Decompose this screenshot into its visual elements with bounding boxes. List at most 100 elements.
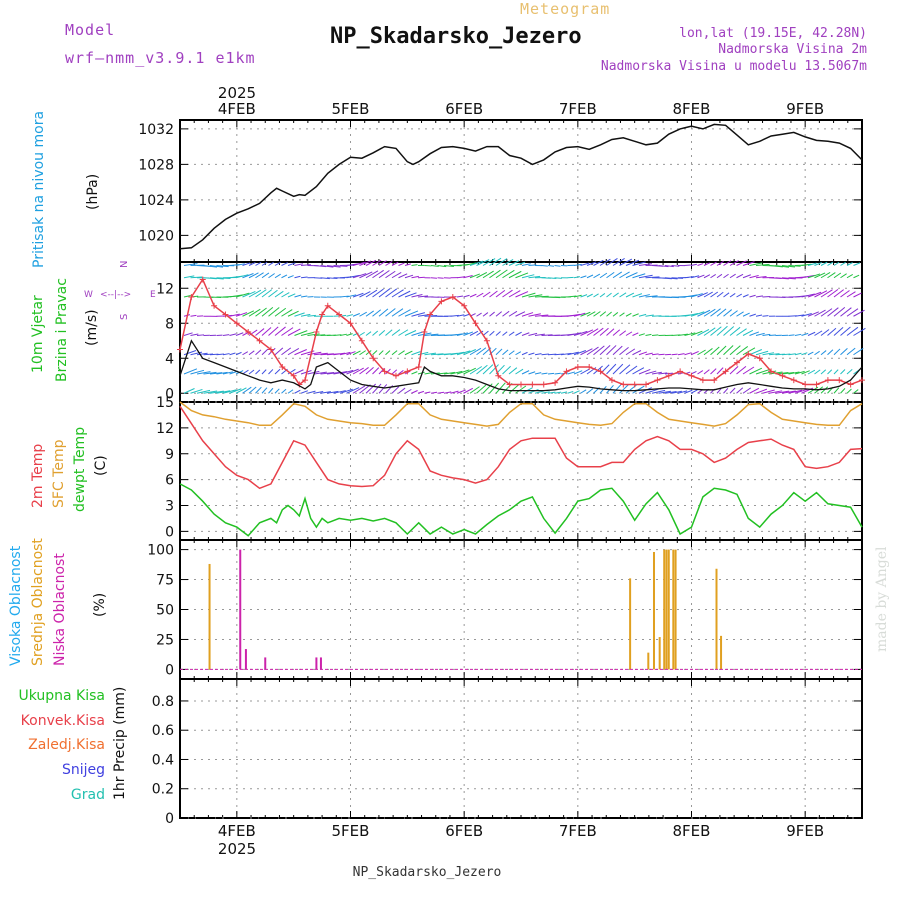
wind-arrow: [281, 309, 293, 317]
top-date-6feb: 6FEB: [445, 100, 483, 118]
wind-arrow: [814, 369, 821, 375]
wind-arrow: [606, 292, 612, 298]
wind-arrow: [424, 315, 438, 317]
wind-arrow: [515, 368, 524, 375]
wind-arrow: [840, 307, 852, 317]
wind-arrow: [515, 291, 529, 298]
y-tick-label: 12: [156, 281, 174, 297]
wind-arrow: [346, 333, 353, 336]
cloud-bar-srednja: [715, 568, 718, 670]
wind-arrow: [814, 290, 828, 298]
wind-arrow: [710, 308, 721, 317]
wind-arrow: [274, 368, 281, 375]
y-tick-label: 0: [165, 524, 174, 540]
wind-arrow: [710, 326, 722, 336]
wind-arrow: [703, 327, 716, 336]
wind-arrow: [606, 345, 617, 356]
wind-arrow: [853, 327, 866, 336]
gust-marker: [392, 372, 399, 379]
wind-arrow: [833, 306, 846, 317]
wind-arrow: [359, 291, 371, 298]
wind-arrow: [814, 262, 822, 266]
y-tick-label: 0.4: [152, 752, 174, 768]
wind-arrow: [820, 369, 827, 375]
wind-arrow: [203, 353, 214, 356]
wind-arrow: [762, 315, 769, 317]
wind-arrow: [404, 350, 413, 356]
wind-arrow: [658, 390, 672, 394]
wind-arrow: [547, 277, 557, 279]
wind-arrow: [411, 312, 426, 317]
wind-arrow: [814, 330, 823, 336]
wind-arrow: [794, 352, 802, 356]
wind-arrow: [469, 330, 479, 336]
wind-arrow: [742, 366, 755, 375]
wind-arrow: [586, 274, 594, 279]
wind-arrow: [742, 347, 756, 356]
wind-arrow: [326, 390, 339, 394]
wind-arrow: [495, 331, 501, 336]
wind-arrow: [203, 390, 218, 394]
wind-arrow: [547, 372, 555, 375]
wind-arrow: [450, 370, 463, 375]
wind-arrow: [378, 288, 391, 298]
cloud-unit: (%): [92, 593, 108, 617]
gust-marker: [495, 372, 502, 379]
wind-arrow: [398, 262, 405, 266]
gust-marker: [290, 372, 297, 379]
wind-arrow: [606, 271, 615, 279]
wind-arrow: [814, 350, 820, 356]
wind-arrow: [482, 312, 489, 317]
gust-marker: [529, 381, 536, 388]
wind-arrow: [222, 389, 237, 394]
wind-arrow: [801, 274, 815, 279]
wind-arrow: [599, 293, 606, 298]
wind-arrow: [443, 371, 456, 375]
wind-arrow: [651, 353, 659, 356]
wind-arrow: [404, 292, 417, 298]
y-tick-label: 0.8: [152, 694, 174, 710]
wind-arrow: [833, 369, 839, 375]
wind-arrow: [781, 390, 796, 394]
wind-arrow: [781, 265, 795, 268]
wind-arrow: [385, 308, 396, 317]
wind-arrow: [736, 328, 747, 336]
wind-arrow: [391, 289, 404, 298]
wind-arrow: [495, 382, 506, 394]
wind-arrow: [736, 387, 744, 394]
wind-arrow: [463, 274, 473, 279]
wind-arrow: [703, 274, 711, 279]
wind-arrow: [463, 262, 477, 266]
gust-marker: [790, 377, 797, 384]
temp-unit: (C): [93, 455, 109, 476]
wind-arrow: [346, 314, 353, 317]
wind-arrow: [352, 273, 367, 279]
wind-arrow: [502, 310, 510, 317]
cloud-bar-niska: [264, 657, 267, 670]
wind-arrow: [606, 328, 615, 336]
gust-marker: [404, 368, 411, 375]
gust-marker: [665, 372, 672, 379]
cloud-bar-niska: [319, 657, 322, 670]
wind-arrow: [385, 368, 391, 375]
wind-arrow: [749, 313, 756, 317]
wind-arrow: [443, 391, 452, 394]
wind-arrow: [391, 350, 398, 356]
wind-arrow: [346, 368, 359, 375]
wind-arrow: [534, 314, 549, 317]
wind-arrow: [645, 333, 652, 336]
wind-arrow: [671, 353, 678, 356]
elevation-label: Nadmorska Visina 2m: [718, 42, 867, 57]
wind-arrow: [268, 369, 274, 375]
top-date-7feb: 7FEB: [559, 100, 597, 118]
wind-arrow: [820, 308, 833, 317]
wind-arrow: [742, 261, 755, 266]
wind-arrow: [261, 348, 269, 356]
wind-arrow: [417, 371, 425, 375]
wind-arrow: [281, 262, 288, 266]
wind-arrow: [710, 346, 720, 356]
wind-arrow: [755, 314, 763, 317]
wind-arrow: [424, 372, 433, 375]
wind-arrow: [684, 332, 696, 336]
wind-arrow: [573, 370, 583, 375]
